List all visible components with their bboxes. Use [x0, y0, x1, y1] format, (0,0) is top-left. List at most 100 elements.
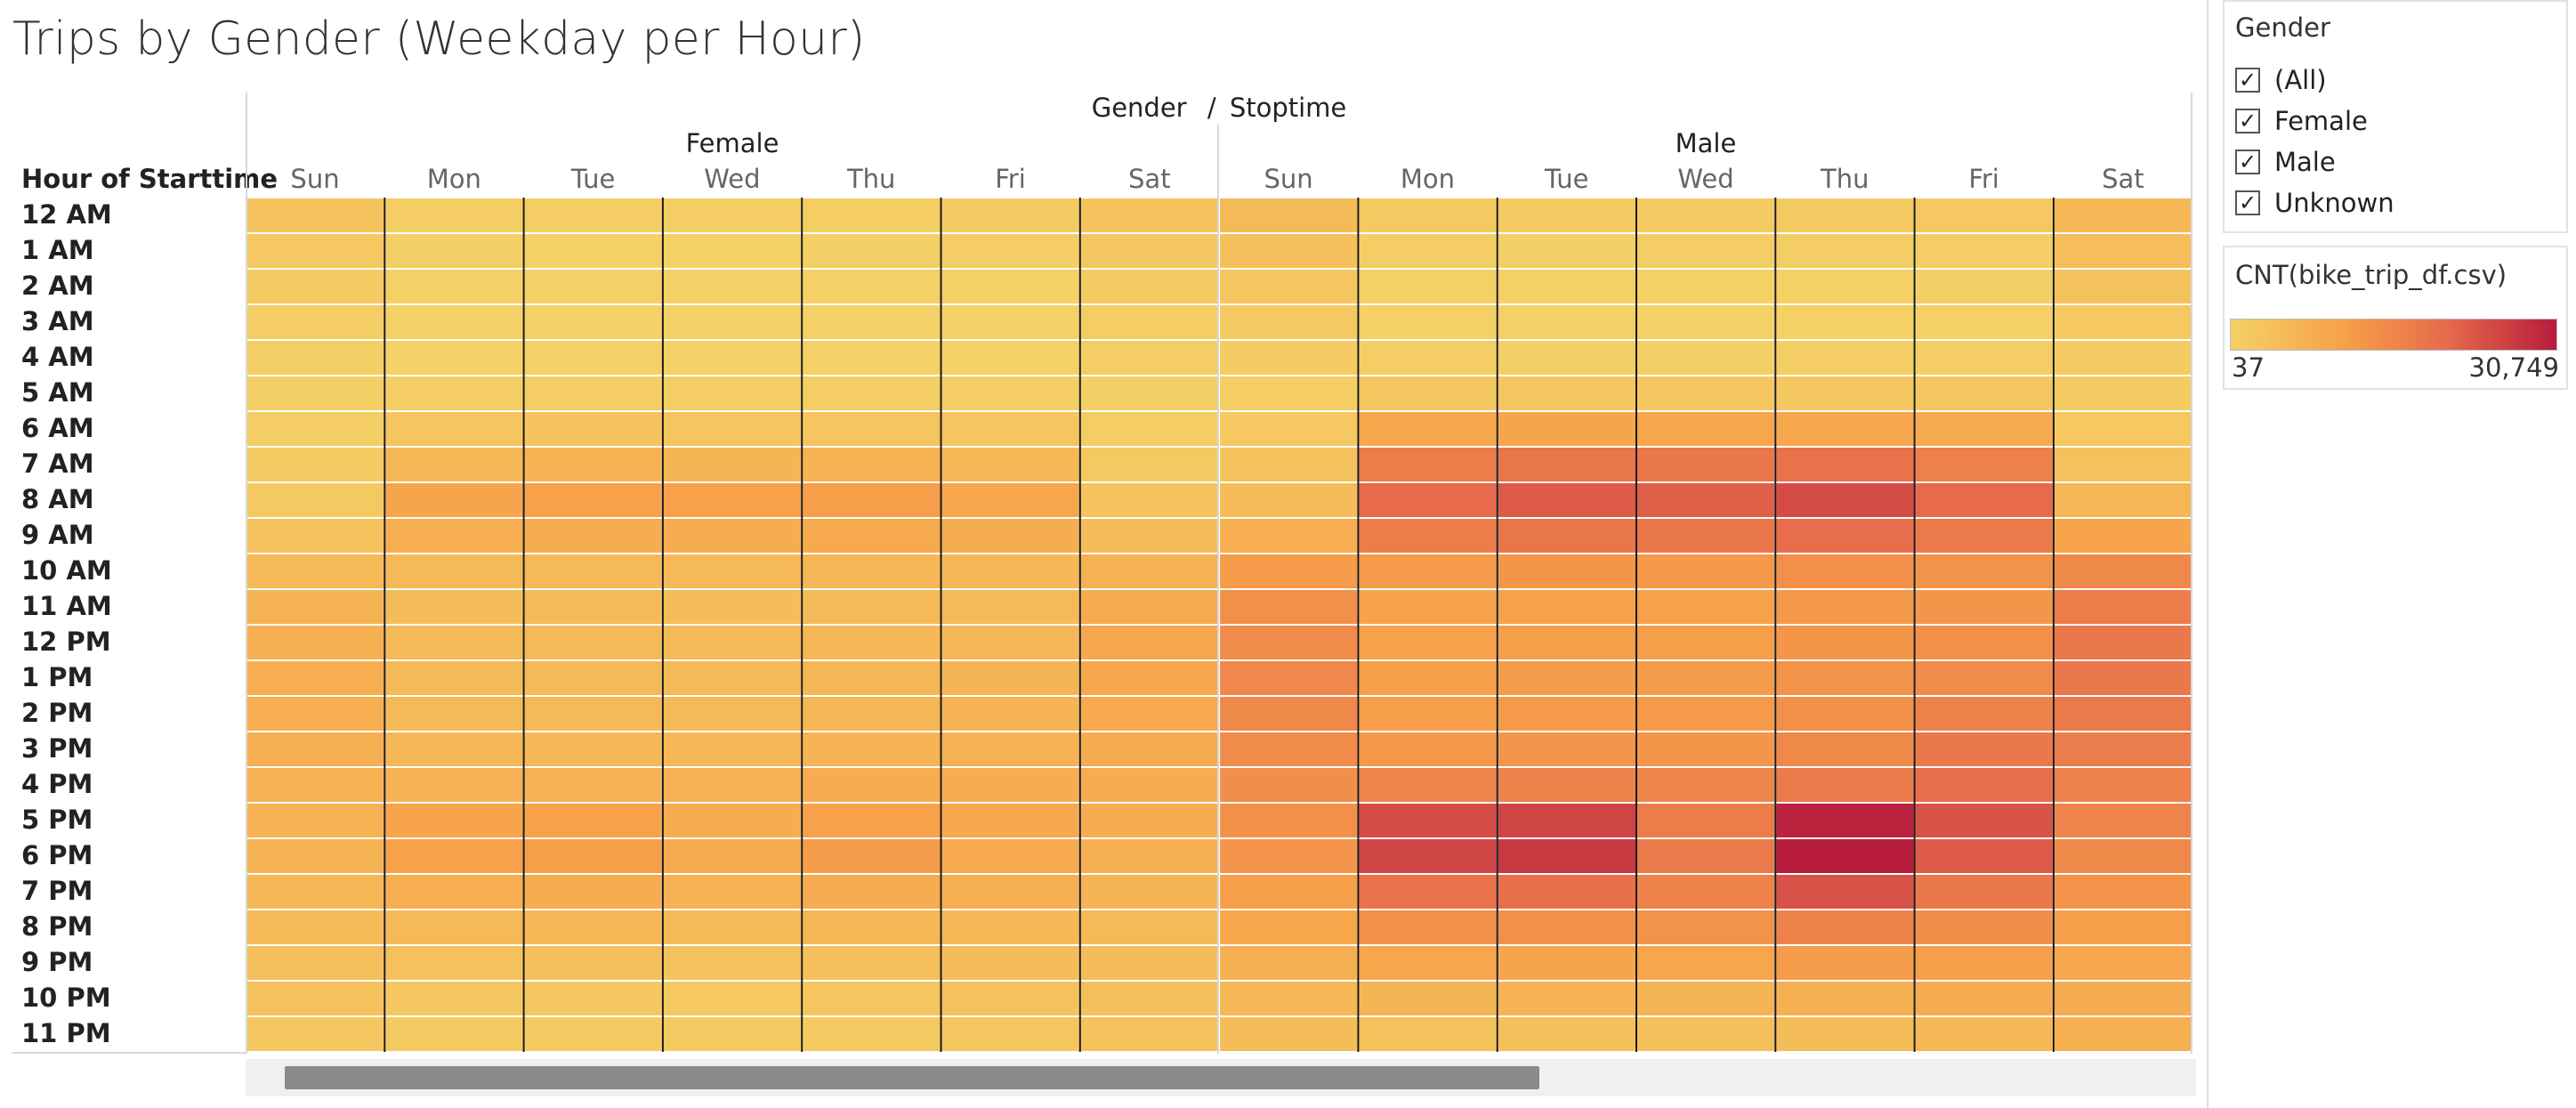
- heatmap-cell[interactable]: [940, 339, 1081, 376]
- heatmap-cell[interactable]: [1913, 339, 2055, 376]
- heatmap-cell[interactable]: [1078, 802, 1221, 839]
- heatmap-cell[interactable]: [1496, 481, 1637, 519]
- heatmap-cell[interactable]: [1913, 802, 2055, 839]
- heatmap-cell[interactable]: [384, 339, 525, 376]
- heatmap-cell[interactable]: [801, 588, 942, 626]
- heatmap-cell[interactable]: [1218, 481, 1360, 519]
- heatmap-cell[interactable]: [384, 197, 525, 234]
- heatmap-cell[interactable]: [245, 588, 386, 626]
- heatmap-cell[interactable]: [801, 410, 942, 448]
- checkbox-female[interactable]: ✓: [2235, 109, 2260, 133]
- checkbox-all[interactable]: ✓: [2235, 68, 2260, 93]
- heatmap-cell[interactable]: [522, 802, 664, 839]
- heatmap-cell[interactable]: [1635, 837, 1777, 875]
- heatmap-cell[interactable]: [661, 766, 803, 804]
- heatmap-cell[interactable]: [522, 410, 664, 448]
- heatmap-cell[interactable]: [940, 303, 1081, 341]
- heatmap-cell[interactable]: [1218, 446, 1360, 483]
- heatmap-cell[interactable]: [661, 873, 803, 910]
- heatmap-cell[interactable]: [1913, 517, 2055, 554]
- heatmap-cell[interactable]: [522, 944, 664, 982]
- heatmap-cell[interactable]: [1635, 588, 1777, 626]
- heatmap-cell[interactable]: [1078, 232, 1221, 270]
- heatmap-cell[interactable]: [940, 517, 1081, 554]
- heatmap-cell[interactable]: [1078, 303, 1221, 341]
- heatmap-cell[interactable]: [1496, 410, 1637, 448]
- heatmap-cell[interactable]: [1774, 980, 1916, 1017]
- heatmap-cell[interactable]: [1496, 1015, 1637, 1053]
- heatmap-cell[interactable]: [522, 517, 664, 554]
- heatmap-cell[interactable]: [1635, 268, 1777, 305]
- heatmap-cell[interactable]: [1218, 410, 1360, 448]
- heatmap-cell[interactable]: [1913, 624, 2055, 661]
- heatmap-cell[interactable]: [1774, 659, 1916, 697]
- heatmap-cell[interactable]: [1774, 909, 1916, 946]
- heatmap-cell[interactable]: [1774, 303, 1916, 341]
- heatmap-cell[interactable]: [801, 695, 942, 732]
- heatmap-cell[interactable]: [1635, 980, 1777, 1017]
- heatmap-cell[interactable]: [384, 446, 525, 483]
- heatmap-cell[interactable]: [940, 980, 1081, 1017]
- heatmap-cell[interactable]: [2052, 802, 2194, 839]
- heatmap-cell[interactable]: [1078, 980, 1221, 1017]
- heatmap-cell[interactable]: [1635, 695, 1777, 732]
- heatmap-cell[interactable]: [661, 446, 803, 483]
- heatmap-cell[interactable]: [384, 375, 525, 412]
- heatmap-cell[interactable]: [1496, 980, 1637, 1017]
- heatmap-cell[interactable]: [801, 232, 942, 270]
- heatmap-cell[interactable]: [522, 268, 664, 305]
- heatmap-cell[interactable]: [1913, 731, 2055, 768]
- heatmap-cell[interactable]: [1913, 446, 2055, 483]
- heatmap-cell[interactable]: [245, 624, 386, 661]
- heatmap-cell[interactable]: [2052, 766, 2194, 804]
- heatmap-cell[interactable]: [661, 944, 803, 982]
- heatmap-cell[interactable]: [940, 1015, 1081, 1053]
- heatmap-cell[interactable]: [801, 339, 942, 376]
- heatmap-cell[interactable]: [384, 268, 525, 305]
- heatmap-cell[interactable]: [522, 980, 664, 1017]
- heatmap-cell[interactable]: [1218, 339, 1360, 376]
- heatmap-cell[interactable]: [1357, 944, 1498, 982]
- heatmap-cell[interactable]: [384, 553, 525, 590]
- heatmap-cell[interactable]: [1357, 802, 1498, 839]
- heatmap-cell[interactable]: [1078, 624, 1221, 661]
- heatmap-cell[interactable]: [1913, 410, 2055, 448]
- heatmap-cell[interactable]: [1357, 339, 1498, 376]
- heatmap-cell[interactable]: [2052, 553, 2194, 590]
- heatmap-cell[interactable]: [1357, 481, 1498, 519]
- heatmap-cell[interactable]: [1635, 410, 1777, 448]
- heatmap-cell[interactable]: [2052, 695, 2194, 732]
- heatmap-cell[interactable]: [1774, 695, 1916, 732]
- heatmap-cell[interactable]: [1078, 375, 1221, 412]
- heatmap-cell[interactable]: [801, 517, 942, 554]
- heatmap-cell[interactable]: [1774, 481, 1916, 519]
- heatmap-cell[interactable]: [245, 802, 386, 839]
- heatmap-cell[interactable]: [661, 837, 803, 875]
- heatmap-cell[interactable]: [1774, 268, 1916, 305]
- heatmap-cell[interactable]: [1078, 339, 1221, 376]
- heatmap-cell[interactable]: [1078, 837, 1221, 875]
- heatmap-cell[interactable]: [661, 909, 803, 946]
- heatmap-cell[interactable]: [384, 909, 525, 946]
- heatmap-cell[interactable]: [384, 410, 525, 448]
- heatmap-cell[interactable]: [1496, 624, 1637, 661]
- heatmap-cell[interactable]: [1496, 232, 1637, 270]
- heatmap-cell[interactable]: [2052, 588, 2194, 626]
- heatmap-cell[interactable]: [1635, 446, 1777, 483]
- heatmap-cell[interactable]: [1357, 624, 1498, 661]
- heatmap-cell[interactable]: [245, 553, 386, 590]
- heatmap-cell[interactable]: [245, 197, 386, 234]
- heatmap-cell[interactable]: [245, 731, 386, 768]
- heatmap-cell[interactable]: [1078, 268, 1221, 305]
- heatmap-cell[interactable]: [384, 232, 525, 270]
- heatmap-cell[interactable]: [245, 339, 386, 376]
- heatmap-cell[interactable]: [1635, 197, 1777, 234]
- heatmap-cell[interactable]: [522, 339, 664, 376]
- heatmap-cell[interactable]: [940, 481, 1081, 519]
- heatmap-cell[interactable]: [1774, 944, 1916, 982]
- heatmap-cell[interactable]: [1078, 659, 1221, 697]
- heatmap-cell[interactable]: [1774, 553, 1916, 590]
- heatmap-cell[interactable]: [2052, 659, 2194, 697]
- heatmap-cell[interactable]: [1218, 268, 1360, 305]
- heatmap-cell[interactable]: [522, 303, 664, 341]
